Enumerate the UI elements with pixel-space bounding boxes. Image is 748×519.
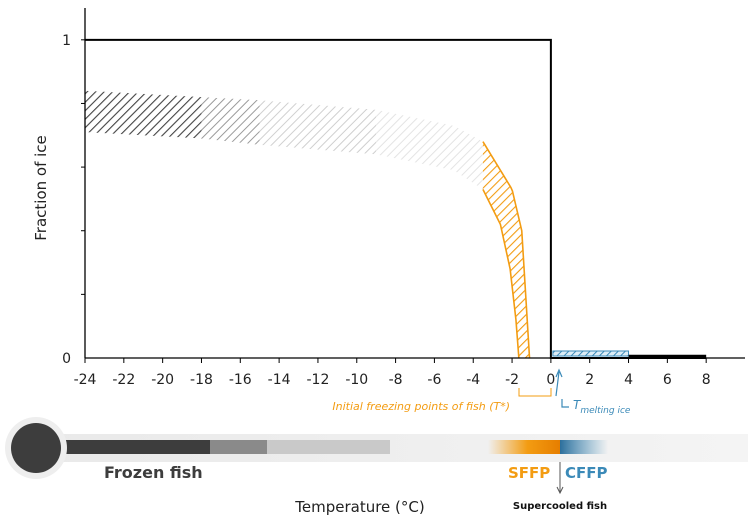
ice-fraction-band bbox=[85, 90, 531, 359]
x-tick-label: -10 bbox=[345, 372, 368, 388]
melting-ice-label: Tmelting ice bbox=[573, 398, 631, 416]
x-tick-label: -14 bbox=[268, 372, 291, 388]
x-tick-label: 2 bbox=[585, 372, 594, 388]
x-tick-label: 4 bbox=[624, 372, 633, 388]
annotations: Initial freezing points of fish (T*) Tme… bbox=[332, 368, 631, 416]
x-tick-label: -2 bbox=[505, 372, 519, 388]
y-tick-label: 0 bbox=[62, 351, 71, 367]
x-tick-label: 6 bbox=[663, 372, 672, 388]
x-tick-label: 0 bbox=[546, 372, 555, 388]
supercooled-band bbox=[552, 350, 630, 357]
x-tick-label: 8 bbox=[702, 372, 711, 388]
x-tick-label: -24 bbox=[74, 372, 97, 388]
thermometer-bulb bbox=[11, 423, 61, 473]
sffp-label: SFFP bbox=[508, 464, 550, 482]
x-tick-label: -12 bbox=[307, 372, 330, 388]
melting-arrow-head bbox=[555, 368, 563, 378]
pure-water-step-line bbox=[85, 38, 707, 359]
y-tick-label: 1 bbox=[62, 33, 71, 49]
thermometer-illustration: Frozen fish SFFP CFFP Supercooled fish bbox=[5, 417, 748, 512]
freezing-point-label: Initial freezing points of fish (T*) bbox=[332, 400, 510, 413]
melting-label-main: T bbox=[573, 398, 582, 412]
frozen-fish-label: Frozen fish bbox=[104, 463, 203, 482]
thermometer-fill-blue bbox=[560, 440, 608, 454]
band-upper-edge-orange bbox=[482, 141, 531, 359]
y-tick-marks: 01 bbox=[62, 33, 85, 367]
band-segment-mid bbox=[201, 97, 260, 145]
x-tick-label: -20 bbox=[151, 372, 174, 388]
band-segment-light bbox=[259, 100, 377, 155]
x-tick-label: -6 bbox=[427, 372, 441, 388]
thermometer-fill-light bbox=[267, 440, 390, 454]
x-tick-label: -8 bbox=[389, 372, 403, 388]
y-axis-label: Fraction of ice bbox=[32, 135, 50, 241]
supercooled-pointer-head bbox=[556, 486, 564, 495]
thermometer-fill-mid bbox=[210, 440, 267, 454]
x-tick-label: -4 bbox=[466, 372, 480, 388]
cffp-label: CFFP bbox=[565, 464, 608, 482]
melting-arrow bbox=[555, 371, 560, 397]
band-segment-faint bbox=[376, 109, 483, 190]
melting-bracket bbox=[561, 399, 569, 408]
band-segment-dark bbox=[85, 90, 202, 139]
supercooled-fish-label: Supercooled fish bbox=[513, 501, 607, 512]
x-axis-label: Temperature (°C) bbox=[294, 498, 424, 516]
melting-label-sub: melting ice bbox=[580, 406, 631, 416]
thermometer-fill-dark bbox=[40, 440, 210, 454]
axes: -24 -22 -20 -18 -16 -14 -12 -10 -8 -6 -4 -2 0 2 4 6 8 01 bbox=[62, 8, 745, 388]
x-tick-label: -16 bbox=[229, 372, 252, 388]
x-tick-label: -22 bbox=[112, 372, 135, 388]
x-tick-marks: -24 -22 -20 -18 -16 -14 -12 -10 -8 -6 -4 -2 0 2 4 6 8 bbox=[74, 358, 711, 388]
thermometer-fill-orange bbox=[488, 440, 560, 454]
freezing-bracket bbox=[518, 388, 552, 397]
band-lower-edge-orange bbox=[482, 189, 520, 359]
x-tick-label: -18 bbox=[190, 372, 213, 388]
